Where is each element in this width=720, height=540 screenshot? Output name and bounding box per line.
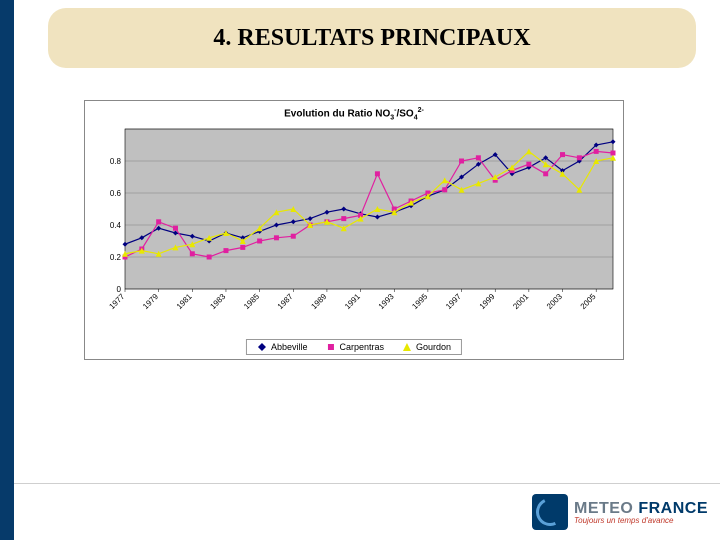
legend-label: Gourdon <box>416 342 451 352</box>
svg-text:1995: 1995 <box>410 292 429 311</box>
svg-text:1987: 1987 <box>276 292 295 311</box>
svg-text:0.8: 0.8 <box>110 157 122 166</box>
svg-text:1977: 1977 <box>107 292 126 311</box>
svg-text:1985: 1985 <box>242 292 261 311</box>
ratio-chart: Evolution du Ratio NO3-/SO42- 00.20.40.6… <box>84 100 624 360</box>
logo-text: METEO FRANCE Toujours un temps d'avance <box>574 500 708 525</box>
svg-text:1993: 1993 <box>377 292 396 311</box>
svg-text:2003: 2003 <box>545 292 564 311</box>
svg-text:0.2: 0.2 <box>110 253 122 262</box>
legend-label: Abbeville <box>271 342 308 352</box>
slide: 4. RESULTATS PRINCIPAUX Evolution du Rat… <box>0 0 720 540</box>
logo-word-france: FRANCE <box>638 500 708 517</box>
svg-text:1983: 1983 <box>208 292 227 311</box>
svg-text:1979: 1979 <box>141 292 160 311</box>
legend-item-abbeville: Abbeville <box>257 342 308 352</box>
logo-line1: METEO FRANCE <box>574 500 708 518</box>
svg-text:2005: 2005 <box>579 292 598 311</box>
swirl-icon <box>532 494 568 530</box>
legend-item-gourdon: Gourdon <box>402 342 451 352</box>
meteo-france-logo: METEO FRANCE Toujours un temps d'avance <box>532 494 708 530</box>
square-icon <box>325 342 335 352</box>
svg-text:2001: 2001 <box>511 292 530 311</box>
triangle-icon <box>402 342 412 352</box>
legend-label: Carpentras <box>339 342 384 352</box>
legend-item-carpentras: Carpentras <box>325 342 384 352</box>
svg-text:0.6: 0.6 <box>110 189 122 198</box>
chart-legend: Abbeville Carpentras Gourdon <box>246 339 462 355</box>
svg-text:1981: 1981 <box>175 292 194 311</box>
logo-box-icon <box>532 494 568 530</box>
svg-text:0.4: 0.4 <box>110 221 122 230</box>
title-banner: 4. RESULTATS PRINCIPAUX <box>48 8 696 68</box>
logo-word-meteo: METEO <box>574 500 633 517</box>
svg-text:1999: 1999 <box>478 292 497 311</box>
svg-text:1991: 1991 <box>343 292 362 311</box>
svg-text:1989: 1989 <box>309 292 328 311</box>
page-title: 4. RESULTATS PRINCIPAUX <box>213 25 530 52</box>
footer-divider <box>14 483 720 484</box>
diamond-icon <box>257 342 267 352</box>
chart-plot-area: 00.20.40.60.8197719791981198319851987198… <box>85 123 623 323</box>
chart-title: Evolution du Ratio NO3-/SO42- <box>85 107 623 121</box>
svg-text:1997: 1997 <box>444 292 463 311</box>
